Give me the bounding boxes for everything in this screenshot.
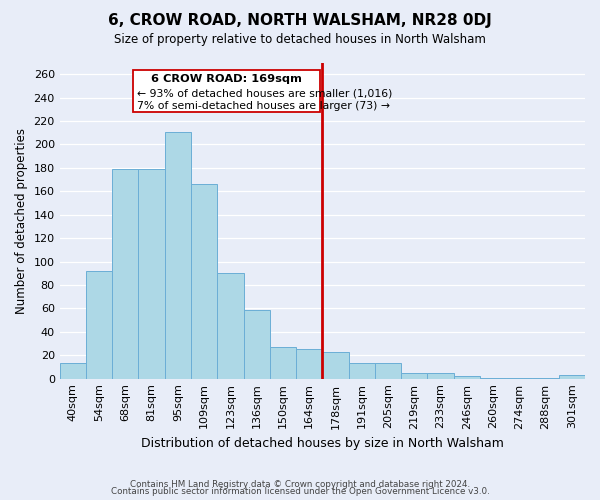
Y-axis label: Number of detached properties: Number of detached properties [15, 128, 28, 314]
Bar [217, 274, 244, 378]
Text: 7% of semi-detached houses are larger (73) →: 7% of semi-detached houses are larger (7… [137, 101, 390, 111]
Bar [59, 364, 86, 378]
Text: 6 CROW ROAD: 169sqm: 6 CROW ROAD: 169sqm [151, 74, 302, 84]
Text: 6, CROW ROAD, NORTH WALSHAM, NR28 0DJ: 6, CROW ROAD, NORTH WALSHAM, NR28 0DJ [108, 12, 492, 28]
Bar [454, 376, 480, 378]
Text: Size of property relative to detached houses in North Walsham: Size of property relative to detached ho… [114, 32, 486, 46]
Bar [139, 169, 165, 378]
Bar [244, 310, 270, 378]
Bar [349, 364, 375, 378]
Bar [270, 347, 296, 378]
Bar [322, 352, 349, 378]
Bar [296, 350, 322, 378]
X-axis label: Distribution of detached houses by size in North Walsham: Distribution of detached houses by size … [141, 437, 504, 450]
Text: Contains HM Land Registry data © Crown copyright and database right 2024.: Contains HM Land Registry data © Crown c… [130, 480, 470, 489]
Bar [427, 373, 454, 378]
Bar [559, 375, 585, 378]
FancyBboxPatch shape [133, 70, 320, 112]
Bar [401, 373, 427, 378]
Bar [165, 132, 191, 378]
Bar [112, 169, 139, 378]
Text: ← 93% of detached houses are smaller (1,016): ← 93% of detached houses are smaller (1,… [137, 88, 392, 99]
Text: Contains public sector information licensed under the Open Government Licence v3: Contains public sector information licen… [110, 488, 490, 496]
Bar [86, 271, 112, 378]
Bar [375, 364, 401, 378]
Bar [191, 184, 217, 378]
